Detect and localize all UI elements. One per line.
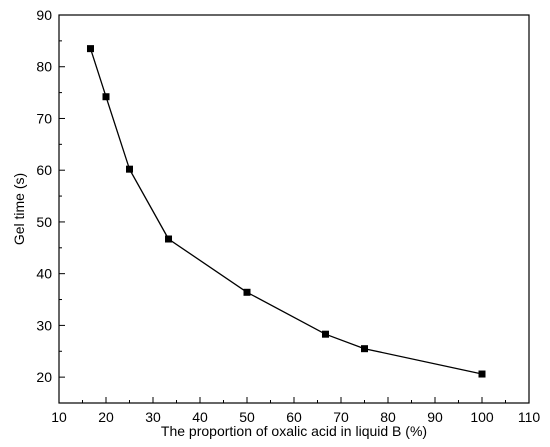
x-tick-label: 40 [192,409,208,425]
y-tick-label: 90 [36,7,52,23]
y-tick-label: 20 [36,369,52,385]
x-axis: 10 20 30 40 50 60 70 80 90 100 110 [51,397,540,425]
x-tick-label: 30 [145,409,161,425]
x-axis-title: The proportion of oxalic acid in liquid … [161,423,427,439]
data-series [86,45,486,378]
y-axis-title: Gel time (s) [11,173,27,245]
y-axis: 20 30 40 50 60 70 80 90 [36,7,65,404]
x-tick-label: 60 [286,409,302,425]
x-tick-label: 110 [518,409,541,425]
x-tick-label: 20 [98,409,114,425]
x-tick-label: 90 [427,409,443,425]
data-point-marker [102,93,110,101]
plot-frame [58,14,530,404]
data-point-marker [478,370,486,378]
y-tick-label: 50 [36,214,52,230]
data-point-marker [321,330,329,338]
data-point-marker [86,45,94,53]
x-tick-label: 100 [470,409,494,425]
y-tick-label: 30 [36,317,52,333]
x-tick-label: 50 [239,409,255,425]
data-point-marker [165,235,173,243]
x-tick-label: 70 [333,409,349,425]
y-tick-label: 40 [36,266,52,282]
x-tick-label: 80 [380,409,396,425]
y-tick-label: 70 [36,110,52,126]
y-tick-label: 80 [36,59,52,75]
plot-area-border [58,14,530,404]
y-tick-label: 60 [36,162,52,178]
data-point-marker [126,165,133,173]
data-point-marker [361,345,368,353]
series-line [89,48,483,375]
x-tick-label: 10 [51,409,67,425]
data-point-marker [243,288,251,296]
